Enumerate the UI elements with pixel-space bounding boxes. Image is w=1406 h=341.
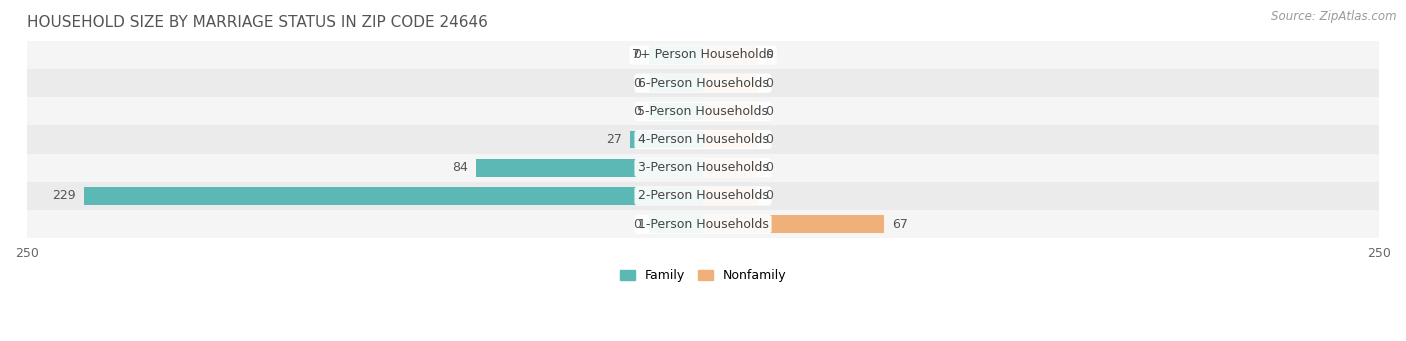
Bar: [27, 41, 1379, 69]
Bar: [650, 74, 703, 92]
Text: 27: 27: [606, 133, 621, 146]
Text: 0: 0: [633, 218, 641, 231]
Text: 0: 0: [633, 48, 641, 61]
Bar: [703, 216, 884, 233]
Text: 1-Person Households: 1-Person Households: [637, 218, 769, 231]
Text: 0: 0: [765, 190, 773, 203]
Text: 84: 84: [451, 161, 468, 174]
Text: 229: 229: [52, 190, 76, 203]
Text: Source: ZipAtlas.com: Source: ZipAtlas.com: [1271, 10, 1396, 23]
Bar: [84, 187, 703, 205]
Text: 67: 67: [893, 218, 908, 231]
Bar: [650, 216, 703, 233]
Text: 0: 0: [765, 133, 773, 146]
Bar: [27, 210, 1379, 238]
Bar: [27, 97, 1379, 125]
Text: 4-Person Households: 4-Person Households: [637, 133, 769, 146]
Bar: [475, 159, 703, 177]
Text: 6-Person Households: 6-Person Households: [637, 77, 769, 90]
Bar: [27, 69, 1379, 97]
Text: 5-Person Households: 5-Person Households: [637, 105, 769, 118]
Text: 7+ Person Households: 7+ Person Households: [633, 48, 773, 61]
Text: 0: 0: [633, 105, 641, 118]
Text: 0: 0: [765, 48, 773, 61]
Text: 0: 0: [765, 77, 773, 90]
Bar: [703, 46, 756, 64]
Legend: Family, Nonfamily: Family, Nonfamily: [614, 264, 792, 287]
Bar: [27, 125, 1379, 154]
Text: 0: 0: [765, 161, 773, 174]
Bar: [27, 154, 1379, 182]
Bar: [650, 103, 703, 120]
Text: 3-Person Households: 3-Person Households: [637, 161, 769, 174]
Text: HOUSEHOLD SIZE BY MARRIAGE STATUS IN ZIP CODE 24646: HOUSEHOLD SIZE BY MARRIAGE STATUS IN ZIP…: [27, 15, 488, 30]
Bar: [703, 131, 756, 148]
Bar: [27, 182, 1379, 210]
Bar: [703, 74, 756, 92]
Bar: [650, 46, 703, 64]
Text: 0: 0: [633, 77, 641, 90]
Bar: [703, 159, 756, 177]
Text: 0: 0: [765, 105, 773, 118]
Text: 2-Person Households: 2-Person Households: [637, 190, 769, 203]
Bar: [703, 103, 756, 120]
Bar: [630, 131, 703, 148]
Bar: [703, 187, 756, 205]
